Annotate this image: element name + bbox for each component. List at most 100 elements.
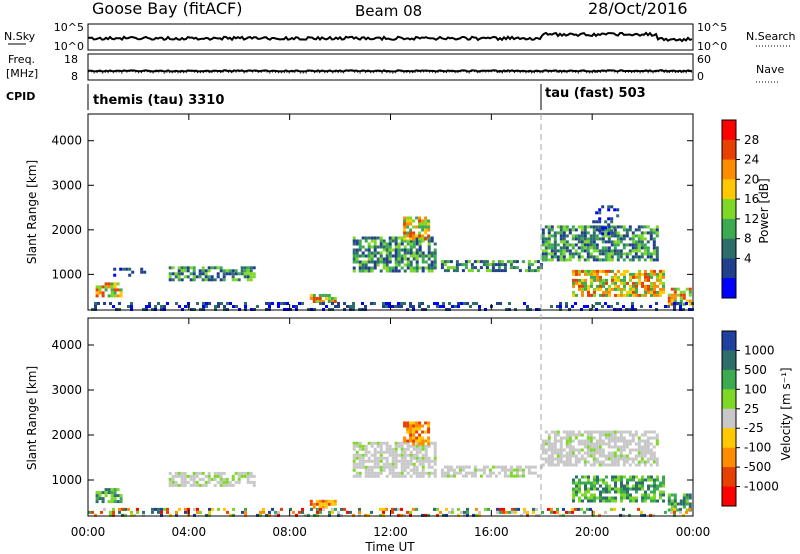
data-cell [629,499,632,503]
data-cell [634,463,638,467]
data-cell [655,439,659,443]
data-cell [226,302,229,305]
data-cell [562,454,566,458]
data-cell [472,302,475,305]
data-cell [177,278,181,282]
data-cell [638,269,641,273]
data-cell [427,245,431,249]
data-cell [607,252,611,256]
data-cell [376,471,380,475]
data-cell [367,245,371,249]
data-cell [421,447,425,451]
data-cell [400,447,404,451]
data-cell [391,450,395,454]
data-cell [610,205,614,209]
data-cell [424,421,428,425]
data-cell [295,513,298,517]
data-cell [602,281,605,285]
data-cell [572,269,575,273]
data-cell [544,225,548,229]
data-cell [653,293,656,297]
data-cell [482,468,486,472]
data-cell [565,258,569,262]
data-cell [189,474,193,478]
data-cell [619,240,623,244]
data-cell [571,237,575,241]
data-cell [643,445,647,449]
data-cell [95,285,99,289]
data-cell [587,475,590,479]
data-cell [626,484,629,488]
data-cell [403,450,407,454]
data-cell [626,493,629,497]
data-cell [620,499,623,503]
data-cell [119,288,123,292]
data-cell [439,305,442,308]
data-cell [685,493,689,497]
data-cell [583,460,587,464]
data-cell [110,291,114,295]
data-cell [565,228,569,232]
colorbar-swatch [722,120,736,141]
data-cell [274,510,277,514]
data-cell [223,305,226,308]
data-cell [623,287,626,291]
data-cell [189,483,193,487]
data-cell [547,228,551,232]
data-cell [568,255,572,259]
data-cell [333,300,337,303]
data-cell [640,445,644,449]
data-cell [237,480,241,484]
data-cell [673,302,676,305]
data-cell [370,236,374,240]
data-cell [587,290,590,294]
data-cell [628,513,631,517]
data-cell [318,502,322,506]
data-cell [364,459,368,463]
data-cell [613,234,617,238]
data-cell [391,468,395,472]
data-cell [647,493,650,497]
data-cell [647,475,650,479]
data-cell [527,468,531,472]
data-cell [154,305,157,308]
data-cell [346,510,349,514]
data-cell [482,263,486,267]
data-cell [400,239,404,243]
data-cell [415,471,419,475]
data-cell [541,240,545,244]
data-cell [638,293,641,297]
data-cell [394,450,398,454]
date-title: 28/Oct/2016 [588,0,688,18]
data-cell [626,281,629,285]
data-cell [541,252,545,256]
data-cell [544,460,548,464]
data-cell [231,275,235,279]
data-cell [421,228,425,232]
data-cell [397,248,401,252]
data-cell [578,287,581,291]
data-cell [583,228,587,232]
data-cell [598,231,602,235]
data-cell [632,290,635,294]
data-cell [361,236,365,240]
data-cell [506,474,510,478]
data-cell [104,494,108,498]
data-cell [550,445,554,449]
data-cell [268,302,271,305]
data-cell [688,290,692,294]
data-cell [376,465,380,469]
data-cell [412,430,416,434]
data-cell [446,465,450,469]
data-cell [110,491,114,495]
data-cell [565,430,569,434]
data-cell [544,448,548,452]
data-cell [409,228,413,232]
data-cell [607,237,611,241]
data-cell [151,510,154,514]
data-cell [662,272,665,276]
data-cell [321,300,325,303]
data-cell [587,481,590,485]
data-cell [617,487,620,491]
data-cell [397,260,401,264]
